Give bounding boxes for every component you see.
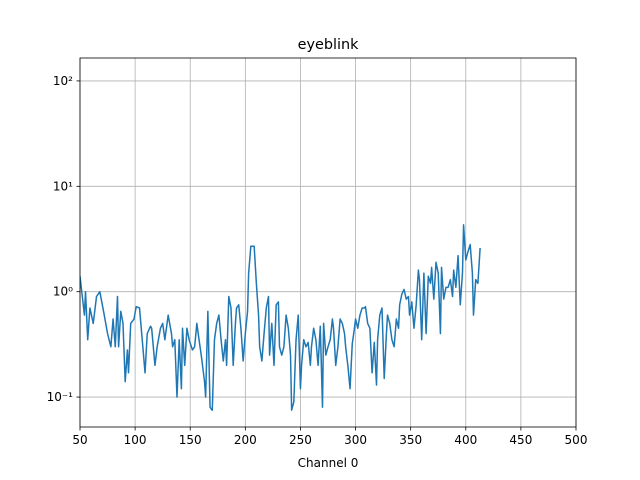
x-tick-label: 350 xyxy=(399,433,422,447)
x-tick-label: 100 xyxy=(124,433,147,447)
x-tick-label: 50 xyxy=(72,433,87,447)
data-line xyxy=(80,224,481,411)
x-tick-label: 250 xyxy=(289,433,312,447)
y-tick-label: 10⁻¹ xyxy=(47,390,74,404)
x-tick-label: 500 xyxy=(565,433,588,447)
x-tick-label: 200 xyxy=(234,433,257,447)
chart-title: eyeblink xyxy=(298,37,359,53)
y-tick-label: 10⁰ xyxy=(53,285,73,299)
x-tick-label: 450 xyxy=(509,433,532,447)
x-tick-label: 400 xyxy=(454,433,477,447)
x-tick-label: 150 xyxy=(179,433,202,447)
x-tick-label: 300 xyxy=(344,433,367,447)
x-axis-label: Channel 0 xyxy=(298,456,359,470)
plot-frame xyxy=(79,57,577,428)
y-tick-label: 10¹ xyxy=(53,179,73,193)
y-tick-label: 10² xyxy=(53,74,73,88)
